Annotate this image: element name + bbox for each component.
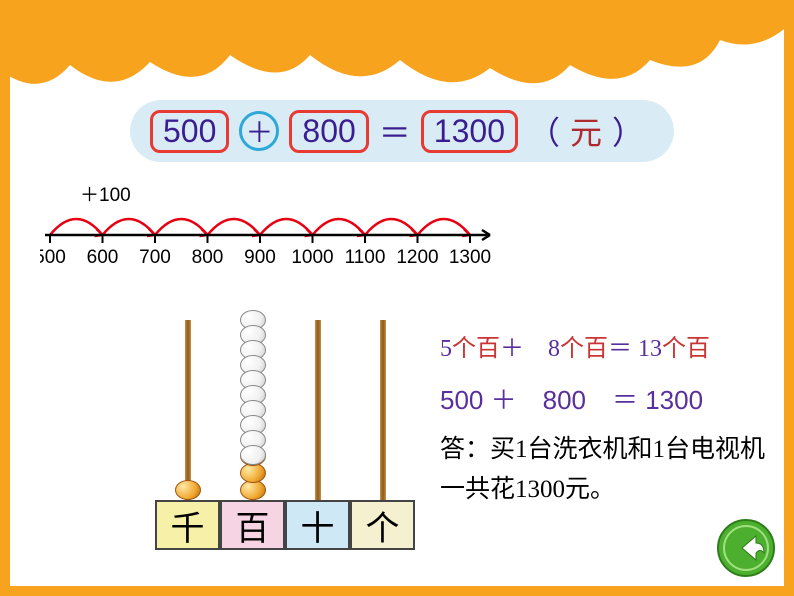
svg-text:1000: 1000: [291, 247, 333, 268]
place-label: 个: [350, 500, 415, 550]
abacus: 千百十个: [155, 310, 415, 550]
svg-text:500: 500: [40, 247, 66, 268]
t1b: 个百: [452, 336, 500, 362]
plus-icon: ＋: [239, 111, 279, 151]
svg-text:800: 800: [192, 247, 224, 268]
decorative-cloud: [0, 0, 794, 90]
t1e: 13: [638, 336, 662, 362]
svg-text:900: 900: [244, 247, 276, 268]
result: 1300: [421, 110, 518, 153]
abacus-rod-tens: [315, 320, 321, 500]
svg-text:700: 700: [139, 247, 171, 268]
answer-text: 答：买1台洗衣机和1台电视机一共花1300元。: [440, 430, 780, 510]
equals-sign: ＝: [379, 108, 411, 154]
svg-text:1200: 1200: [396, 247, 438, 268]
operand-2: 800: [289, 110, 368, 153]
bead-gold: [175, 480, 201, 500]
back-button[interactable]: [716, 518, 776, 578]
paren-open: （: [528, 108, 560, 154]
explanation-line-2: 500 ＋ 800 ＝ 1300: [440, 380, 703, 422]
t1eq: ＝: [608, 336, 632, 362]
place-label: 百: [220, 500, 285, 550]
svg-text:1300: 1300: [449, 247, 491, 268]
t1p: ＋: [500, 336, 524, 362]
paren-close: ）: [612, 108, 644, 154]
bead-gold: [240, 480, 266, 500]
t1d: 个百: [560, 336, 608, 362]
unit-yuan: 元: [570, 108, 602, 154]
t1c: 8: [548, 336, 560, 362]
place-label: 十: [285, 500, 350, 550]
t1f: 个百: [662, 336, 710, 362]
t1a: 5: [440, 336, 452, 362]
main-equation: 500 ＋ 800 ＝ 1300 （ 元 ）: [130, 100, 674, 162]
abacus-rod-ones: [380, 320, 386, 500]
back-arrow-icon: [716, 518, 776, 578]
bead-gold: [240, 463, 266, 483]
place-label: 千: [155, 500, 220, 550]
svg-text:1100: 1100: [345, 247, 386, 268]
abacus-rod-thousands: [185, 320, 191, 500]
bead-white: [240, 445, 266, 465]
svg-text:600: 600: [87, 247, 119, 268]
operand-1: 500: [150, 110, 229, 153]
explanation-line-1: 5个百＋ 8个百＝ 13个百: [440, 330, 710, 368]
